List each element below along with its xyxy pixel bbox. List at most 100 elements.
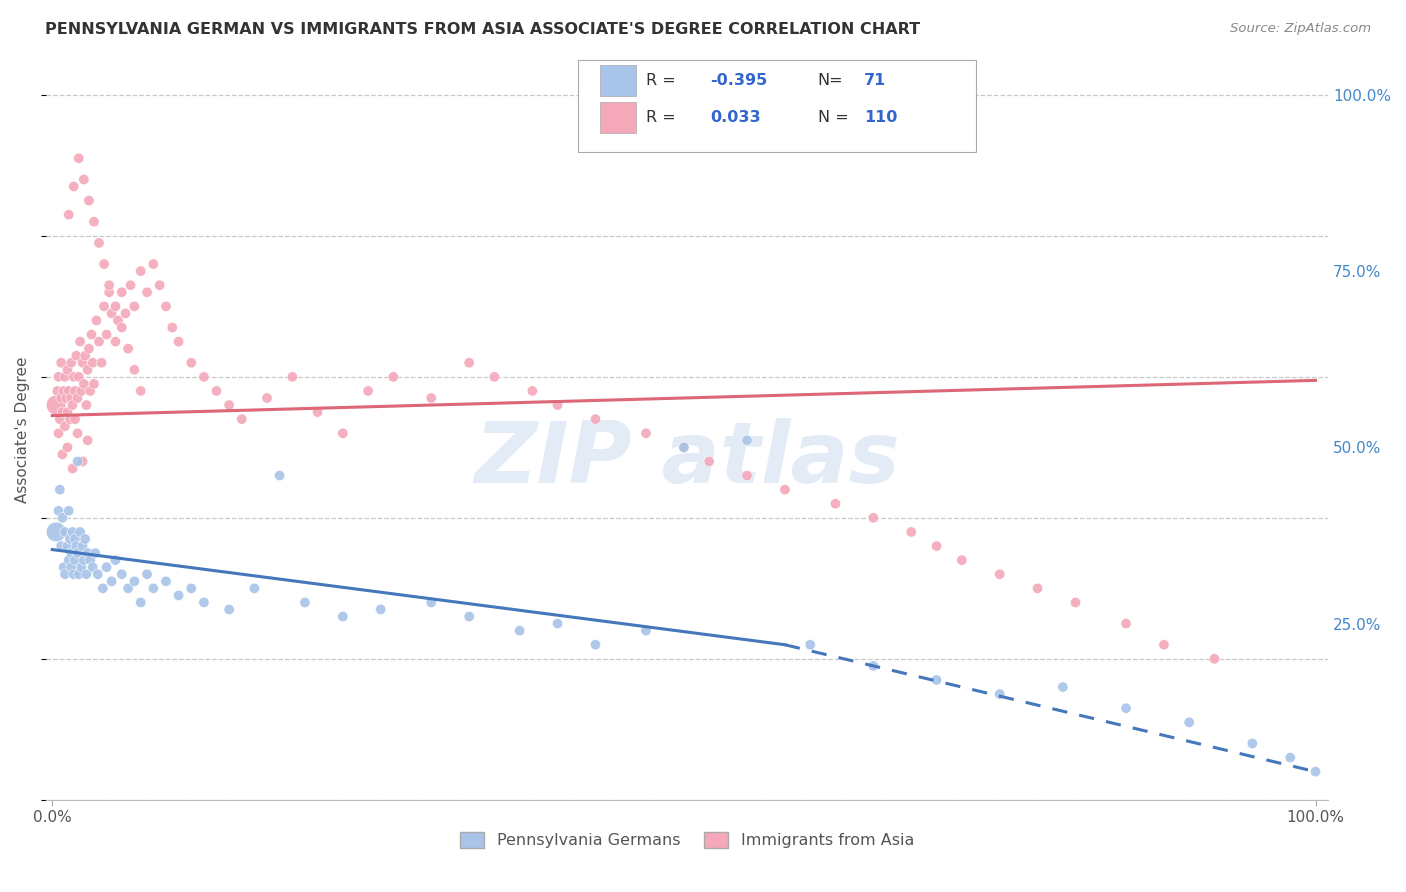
- Point: [100, 574, 122, 589]
- Point: [58, 504, 80, 518]
- Point: [53, 369, 76, 384]
- Point: [67, 567, 90, 582]
- Point: [72, 539, 94, 553]
- Point: [107, 313, 129, 327]
- Point: [62, 398, 84, 412]
- Point: [52, 384, 75, 398]
- Point: [218, 398, 240, 412]
- Point: [634, 624, 657, 638]
- Point: [484, 369, 506, 384]
- Point: [1279, 750, 1302, 764]
- Point: [509, 624, 531, 638]
- Point: [522, 384, 544, 398]
- Point: [458, 609, 481, 624]
- Point: [77, 194, 100, 208]
- Point: [90, 356, 112, 370]
- Point: [120, 278, 142, 293]
- Text: 110: 110: [865, 110, 897, 125]
- Point: [180, 356, 202, 370]
- Text: 0.033: 0.033: [710, 110, 761, 125]
- Point: [56, 405, 79, 419]
- Point: [281, 369, 304, 384]
- Point: [56, 441, 79, 455]
- Point: [49, 391, 72, 405]
- Point: [63, 412, 86, 426]
- Point: [75, 398, 97, 412]
- Point: [84, 546, 107, 560]
- Point: [76, 546, 98, 560]
- Point: [73, 376, 96, 391]
- Point: [585, 412, 607, 426]
- Point: [69, 524, 91, 539]
- Point: [79, 553, 101, 567]
- Point: [307, 405, 329, 419]
- Text: ZIP atlas: ZIP atlas: [474, 417, 900, 500]
- Point: [547, 616, 569, 631]
- Text: Source: ZipAtlas.com: Source: ZipAtlas.com: [1230, 22, 1371, 36]
- Point: [458, 356, 481, 370]
- Point: [988, 567, 1011, 582]
- Point: [45, 398, 67, 412]
- Point: [72, 454, 94, 468]
- Y-axis label: Associate's Degree: Associate's Degree: [15, 357, 30, 503]
- Point: [735, 434, 758, 448]
- Point: [60, 546, 83, 560]
- Point: [634, 426, 657, 441]
- Point: [48, 369, 70, 384]
- Point: [100, 306, 122, 320]
- Point: [59, 532, 82, 546]
- Point: [58, 553, 80, 567]
- Point: [136, 285, 159, 300]
- Point: [77, 342, 100, 356]
- Point: [155, 574, 177, 589]
- Point: [56, 539, 79, 553]
- Point: [65, 349, 87, 363]
- Point: [585, 638, 607, 652]
- Point: [1026, 582, 1049, 596]
- Point: [87, 235, 110, 250]
- Point: [988, 687, 1011, 701]
- Point: [70, 384, 93, 398]
- Point: [104, 299, 127, 313]
- Point: [67, 369, 90, 384]
- Point: [63, 553, 86, 567]
- Point: [149, 278, 172, 293]
- Point: [66, 391, 89, 405]
- Point: [672, 441, 695, 455]
- Point: [59, 412, 82, 426]
- Point: [46, 384, 69, 398]
- Point: [129, 384, 152, 398]
- Point: [93, 299, 115, 313]
- Point: [49, 539, 72, 553]
- Point: [56, 363, 79, 377]
- Point: [49, 356, 72, 370]
- Text: PENNSYLVANIA GERMAN VS IMMIGRANTS FROM ASIA ASSOCIATE'S DEGREE CORRELATION CHART: PENNSYLVANIA GERMAN VS IMMIGRANTS FROM A…: [45, 22, 920, 37]
- Point: [87, 567, 110, 582]
- Point: [53, 524, 76, 539]
- Point: [104, 553, 127, 567]
- FancyBboxPatch shape: [600, 102, 636, 133]
- Point: [98, 285, 121, 300]
- Point: [75, 349, 97, 363]
- Point: [950, 553, 973, 567]
- Point: [114, 306, 136, 320]
- Point: [83, 376, 105, 391]
- Point: [1115, 701, 1137, 715]
- Point: [98, 278, 121, 293]
- Point: [547, 398, 569, 412]
- Point: [67, 151, 90, 165]
- Point: [357, 384, 380, 398]
- Point: [925, 673, 948, 687]
- Point: [824, 497, 846, 511]
- Point: [332, 426, 354, 441]
- Point: [862, 511, 884, 525]
- Text: R =: R =: [645, 72, 676, 87]
- Point: [91, 582, 114, 596]
- Point: [218, 602, 240, 616]
- Point: [1153, 638, 1175, 652]
- Point: [382, 369, 405, 384]
- Point: [62, 179, 84, 194]
- Point: [129, 595, 152, 609]
- FancyBboxPatch shape: [600, 64, 636, 95]
- Point: [1241, 736, 1264, 750]
